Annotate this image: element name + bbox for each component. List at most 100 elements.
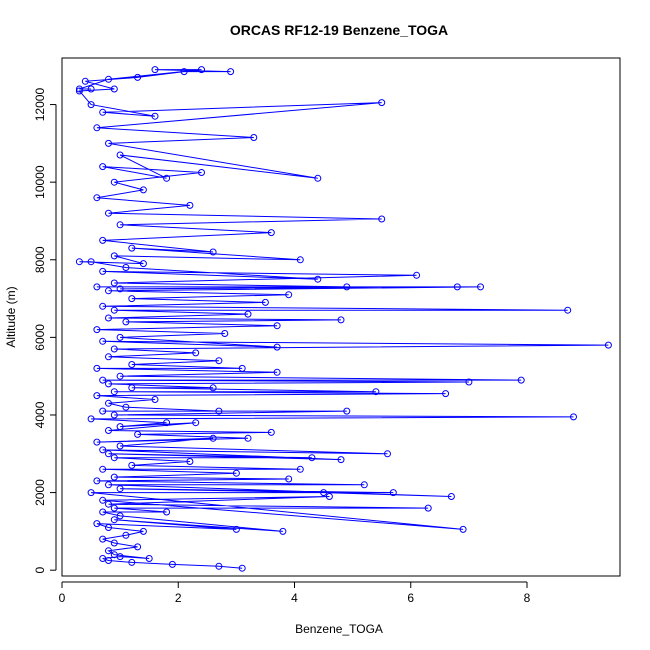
data-point (192, 349, 200, 357)
data-point (232, 469, 240, 477)
data-point (99, 267, 107, 275)
x-tick-label: 6 (407, 591, 414, 605)
data-point (105, 399, 112, 407)
data-point (93, 364, 101, 372)
data-point (93, 477, 101, 485)
x-tick-label: 4 (291, 591, 298, 605)
series-points (75, 66, 612, 572)
data-point (285, 475, 293, 483)
data-point (296, 465, 304, 473)
data-point (261, 298, 269, 306)
data-point (459, 525, 467, 533)
data-point (110, 306, 118, 314)
data-point (209, 248, 217, 256)
data-point (139, 260, 147, 268)
data-point (372, 388, 380, 396)
data-point (296, 256, 304, 264)
data-point (122, 403, 130, 411)
data-point (99, 376, 107, 384)
data-point (116, 372, 124, 380)
data-point (168, 560, 176, 568)
data-point (564, 306, 572, 314)
data-point (442, 390, 450, 398)
data-point (198, 66, 205, 74)
series-line (78, 69, 609, 569)
data-point (110, 345, 118, 353)
data-point (93, 520, 101, 528)
data-point (99, 496, 107, 504)
data-point (447, 493, 455, 500)
data-point (128, 461, 136, 469)
data-point (128, 384, 136, 392)
data-point (116, 151, 124, 159)
data-point (215, 407, 223, 415)
data-point (105, 427, 112, 434)
data-point (99, 535, 107, 543)
data-point (232, 525, 240, 533)
data-point (604, 341, 612, 349)
data-point (105, 75, 112, 83)
data-point (99, 163, 107, 171)
data-point (122, 531, 130, 539)
data-point (105, 139, 112, 147)
data-point (238, 364, 246, 372)
data-point (325, 493, 333, 500)
data-point (110, 516, 118, 524)
data-point (105, 314, 112, 322)
data-point (99, 302, 107, 310)
data-point (99, 337, 107, 345)
data-point (105, 380, 112, 388)
data-point (244, 434, 252, 442)
data-point (93, 392, 101, 400)
data-point (116, 285, 124, 293)
data-point (87, 85, 95, 93)
data-point (209, 384, 217, 392)
y-tick-label: 10000 (33, 165, 47, 199)
data-point (134, 543, 142, 551)
data-point (116, 221, 124, 229)
data-point (116, 333, 124, 341)
data-point (99, 407, 107, 415)
data-point (116, 423, 124, 431)
x-axis: 0 2 4 6 8 (59, 581, 531, 605)
data-point (424, 504, 432, 512)
data-point (285, 291, 293, 299)
data-point (81, 77, 89, 85)
data-point (75, 85, 83, 93)
y-tick-label: 2000 (33, 479, 47, 506)
data-point (314, 174, 322, 182)
y-tick-label: 12000 (33, 88, 47, 122)
data-point (134, 430, 142, 438)
data-point (378, 215, 386, 223)
data-point (360, 481, 368, 489)
data-point (209, 434, 217, 442)
data-point (186, 458, 194, 465)
data-point (151, 66, 159, 74)
data-point (151, 396, 159, 403)
data-point (128, 295, 136, 303)
y-tick-label: 4000 (33, 401, 47, 428)
x-tick-label: 8 (524, 591, 531, 605)
data-point (105, 287, 112, 295)
data-point (93, 194, 101, 202)
chart-title: ORCAS RF12-19 Benzene_TOGA (230, 22, 448, 38)
data-point (273, 322, 281, 330)
data-point (110, 388, 118, 396)
data-point (110, 454, 118, 462)
data-point (99, 236, 107, 244)
data-point (128, 361, 136, 368)
data-point (180, 68, 188, 76)
data-point (570, 413, 577, 421)
y-axis: 0 2000 4000 6000 8000 10000 12000 (33, 88, 57, 574)
data-point (99, 508, 107, 516)
data-point (227, 68, 235, 76)
data-point (75, 87, 83, 95)
data-point (238, 564, 246, 572)
data-point (116, 512, 124, 520)
series-lines (78, 69, 609, 569)
data-point (99, 555, 107, 562)
data-point (110, 473, 118, 481)
data-point (110, 85, 118, 93)
data-point (267, 428, 275, 436)
data-point (314, 275, 322, 283)
